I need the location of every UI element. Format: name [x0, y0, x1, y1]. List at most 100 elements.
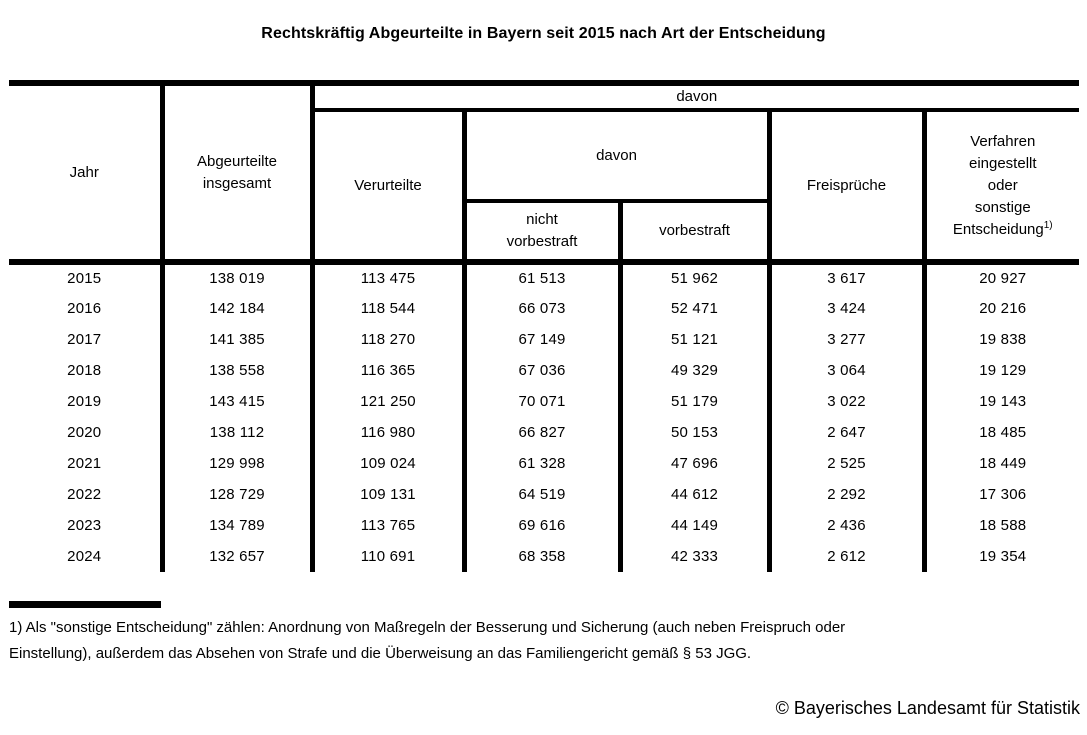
- value-cell: 17 306: [921, 479, 1080, 510]
- value-cell: 116 365: [309, 355, 464, 386]
- value-cell: 19 838: [921, 324, 1080, 355]
- value-cell: 68 358: [461, 541, 620, 572]
- value-cell: 64 519: [461, 479, 620, 510]
- value-cell: 141 385: [159, 324, 312, 355]
- value-cell: 142 184: [159, 293, 312, 324]
- year-cell: 2015: [9, 259, 162, 293]
- value-cell: 61 328: [461, 448, 620, 479]
- value-cell: 70 071: [461, 386, 620, 417]
- footnote-separator-bar: [9, 601, 161, 608]
- table-row: 2017 141 385 118 270 67 149 51 121 3 277 19 83…: [9, 324, 1080, 355]
- col-header-davon-inner: davon: [461, 110, 769, 203]
- value-cell: 51 121: [617, 324, 769, 355]
- value-cell: 109 131: [309, 479, 464, 510]
- value-cell: 138 019: [159, 259, 312, 293]
- value-cell: 52 471: [617, 293, 769, 324]
- table-row: 2018 138 558 116 365 67 036 49 329 3 064 19 12…: [9, 355, 1080, 386]
- verfahren-label: Verfahren eingestellt oder sonstige Ents…: [952, 132, 1044, 238]
- value-cell: 19 354: [921, 541, 1080, 572]
- table-row: 2020 138 112 116 980 66 827 50 153 2 647 18 48…: [9, 417, 1080, 448]
- value-cell: 2 292: [766, 479, 924, 510]
- value-cell: 51 179: [617, 386, 769, 417]
- copyright-notice: © Bayerisches Landesamt für Statistik: [775, 698, 1080, 718]
- year-cell: 2022: [67, 485, 102, 503]
- col-header-verfahren-eingestellt: Verfahren eingestellt oder sonstige Ents…: [921, 110, 1080, 262]
- value-cell: 18 449: [921, 448, 1080, 479]
- table-row: 2021 129 998 109 024 61 328 47 696 2 525 18 44…: [9, 448, 1080, 479]
- value-cell: 20 927: [921, 259, 1080, 293]
- table-row: 2015 138 019 113 475 61 513 51 962 3 617 20 92…: [9, 259, 1080, 293]
- value-cell: 116 980: [309, 417, 464, 448]
- value-cell: 18 588: [921, 510, 1080, 541]
- col-header-freisprueche: Freisprüche: [766, 110, 924, 262]
- value-cell: 129 998: [159, 448, 312, 479]
- value-cell: 42 333: [617, 541, 769, 572]
- year-cell: 2017: [67, 330, 102, 348]
- footnote-marker-sup: 1): [1043, 219, 1053, 231]
- footnote-line: 1) Als "sonstige Entscheidung" zählen: A…: [9, 619, 846, 636]
- value-cell: 49 329: [617, 355, 769, 386]
- value-cell: 50 153: [617, 417, 769, 448]
- value-cell: 44 612: [617, 479, 769, 510]
- value-cell: 19 143: [921, 386, 1080, 417]
- value-cell: 20 216: [921, 293, 1080, 324]
- col-header-verurteilte: Verurteilte: [309, 110, 464, 262]
- value-cell: 3 064: [766, 355, 924, 386]
- value-cell: 2 436: [766, 510, 924, 541]
- value-cell: 66 073: [461, 293, 620, 324]
- table-row: 2016 142 184 118 544 66 073 52 471 3 424 20 21…: [9, 293, 1080, 324]
- footnote-text: 1) Als "sonstige Entscheidung" zählen: A…: [9, 615, 1087, 667]
- table-body: 2015 138 019 113 475 61 513 51 962 3 617 20 92…: [9, 259, 1080, 572]
- table-row: 2022 128 729 109 131 64 519 44 612 2 292 17 30…: [9, 479, 1080, 510]
- value-cell: 118 270: [309, 324, 464, 355]
- value-cell: 47 696: [617, 448, 769, 479]
- value-cell: 138 558: [159, 355, 312, 386]
- table-row: 2024 132 657 110 691 68 358 42 333 2 612 19 35…: [9, 541, 1080, 572]
- value-cell: 118 544: [309, 293, 464, 324]
- col-header-vorbestraft: vorbestraft: [617, 201, 769, 262]
- value-cell: 2 525: [766, 448, 924, 479]
- value-cell: 44 149: [617, 510, 769, 541]
- value-cell: 19 129: [921, 355, 1080, 386]
- col-header-davon-top: davon: [309, 83, 1080, 112]
- year-cell: 2024: [67, 547, 102, 565]
- value-cell: 3 277: [766, 324, 924, 355]
- table-row: 2023 134 789 113 765 69 616 44 149 2 436 18 58…: [9, 510, 1080, 541]
- value-cell: 132 657: [159, 541, 312, 572]
- value-cell: 18 485: [921, 417, 1080, 448]
- page-title: Rechtskräftig Abgeurteilte in Bayern sei…: [261, 25, 826, 42]
- value-cell: 134 789: [159, 510, 312, 541]
- value-cell: 69 616: [461, 510, 620, 541]
- value-cell: 3 617: [766, 259, 924, 293]
- col-header-nicht-vorbestraft: nicht vorbestraft: [461, 201, 620, 262]
- value-cell: 109 024: [309, 448, 464, 479]
- value-cell: 67 036: [461, 355, 620, 386]
- value-cell: 113 765: [309, 510, 464, 541]
- value-cell: 3 424: [766, 293, 924, 324]
- value-cell: 128 729: [159, 479, 312, 510]
- value-cell: 2 647: [766, 417, 924, 448]
- value-cell: 3 022: [766, 386, 924, 417]
- value-cell: 121 250: [309, 386, 464, 417]
- year-cell: 2020: [67, 423, 102, 441]
- table-header: Jahr Abgeurteilte insgesamt davon Verurt…: [9, 83, 1080, 262]
- year-cell: 2016: [67, 299, 102, 317]
- year-cell: 2023: [67, 516, 102, 534]
- value-cell: 113 475: [309, 259, 464, 293]
- value-cell: 51 962: [617, 259, 769, 293]
- year-cell: 2021: [67, 454, 102, 472]
- value-cell: 61 513: [461, 259, 620, 293]
- value-cell: 66 827: [461, 417, 620, 448]
- value-cell: 67 149: [461, 324, 620, 355]
- year-cell: 2018: [67, 361, 102, 379]
- col-header-abgeurteilte-insgesamt: Abgeurteilte insgesamt: [159, 83, 312, 262]
- value-cell: 2 612: [766, 541, 924, 572]
- value-cell: 143 415: [159, 386, 312, 417]
- value-cell: 138 112: [159, 417, 312, 448]
- table-row: 2019 143 415 121 250 70 071 51 179 3 022 19 14…: [9, 386, 1080, 417]
- footnote-line: Einstellung), außerdem das Absehen von S…: [9, 645, 752, 662]
- col-header-jahr: Jahr: [69, 163, 99, 181]
- value-cell: 110 691: [309, 541, 464, 572]
- year-cell: 2019: [67, 392, 102, 410]
